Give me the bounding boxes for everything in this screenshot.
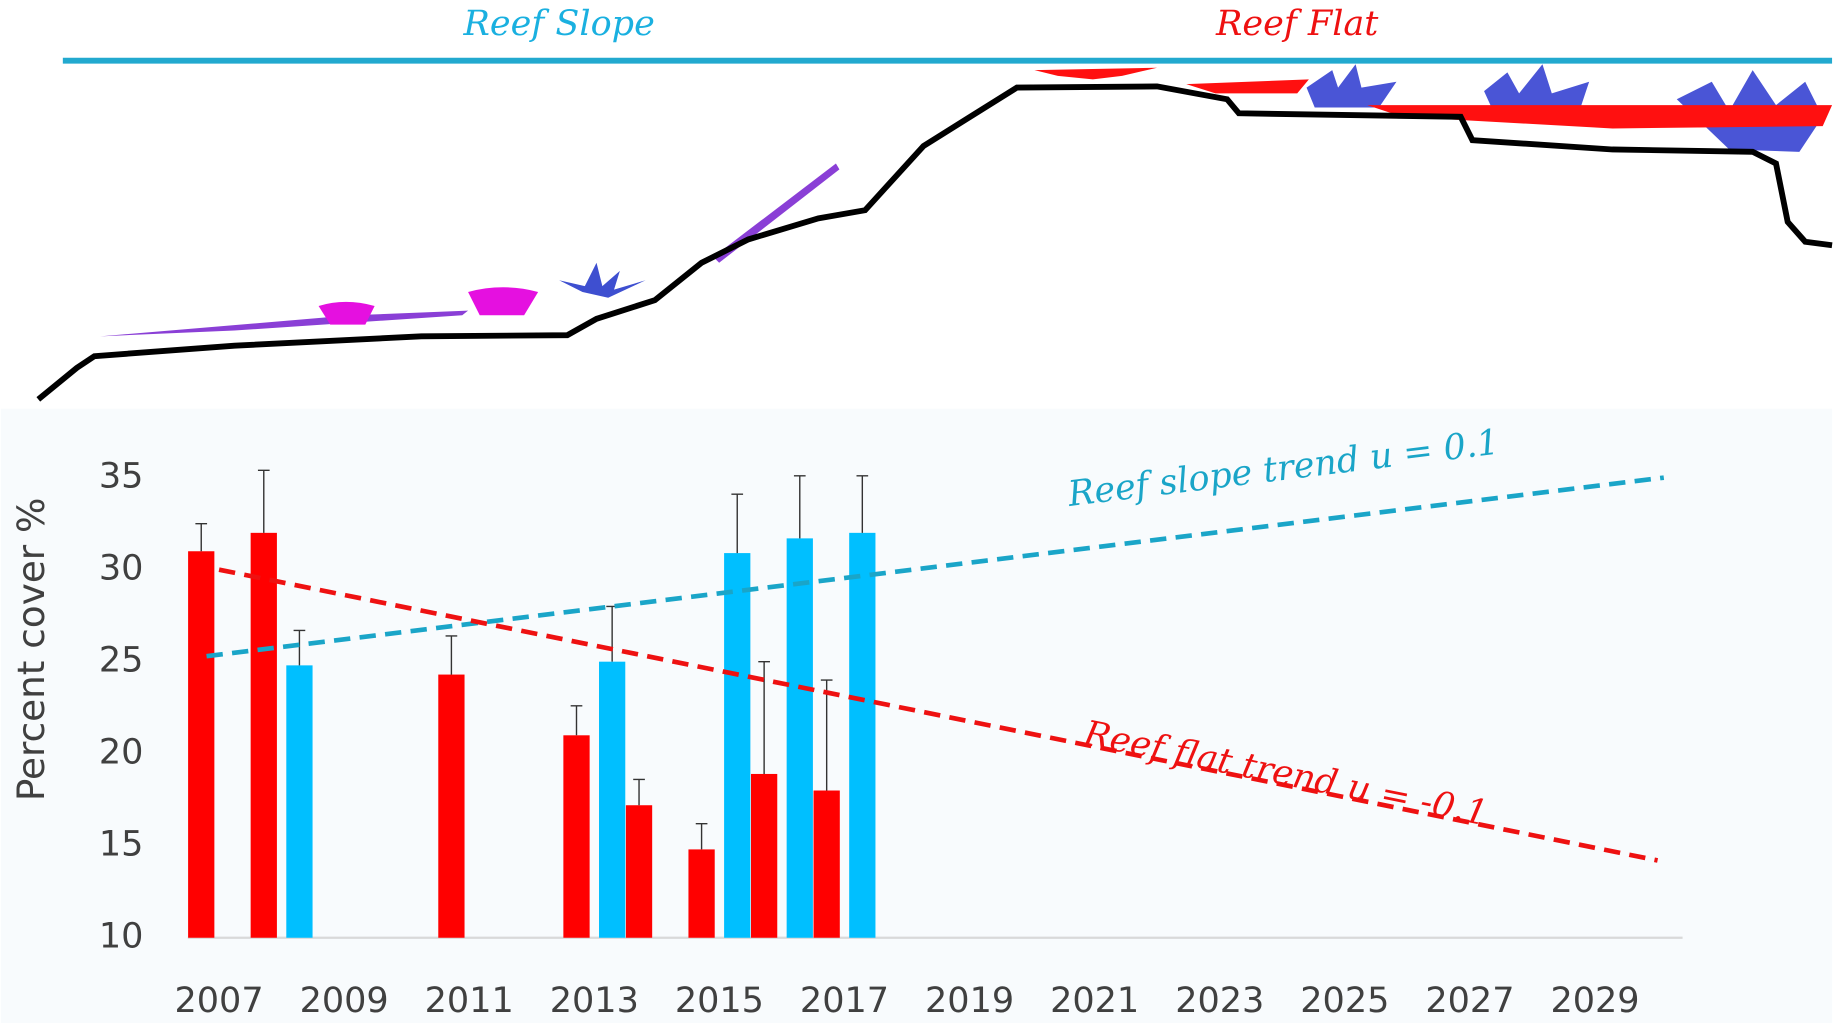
bar xyxy=(250,532,277,938)
x-tick-label: 2023 xyxy=(1175,980,1264,1021)
bar xyxy=(786,538,813,938)
reef-profile: Reef Slope Reef Flat xyxy=(36,3,1833,402)
error-bar xyxy=(695,822,708,850)
x-tick-label: 2009 xyxy=(300,980,389,1021)
error-bar xyxy=(293,629,306,666)
error-bar xyxy=(856,475,869,533)
bar xyxy=(286,665,313,938)
flat-coral xyxy=(1034,67,1833,129)
y-axis-label: Percent cover % xyxy=(9,497,53,801)
error-bar xyxy=(195,522,208,552)
bar xyxy=(599,661,626,938)
bar xyxy=(750,773,778,938)
bar xyxy=(688,849,715,938)
bar xyxy=(849,532,876,938)
bar xyxy=(813,790,840,938)
branching-coral xyxy=(559,262,646,298)
x-tick-label: 2021 xyxy=(1050,980,1139,1021)
error-bar xyxy=(257,469,270,533)
error-bar xyxy=(758,660,770,774)
bar xyxy=(724,553,751,938)
massive-coral xyxy=(318,287,539,325)
x-tick-label: 2011 xyxy=(425,980,514,1021)
error-bar xyxy=(820,679,833,791)
x-tick-label: 2019 xyxy=(925,980,1014,1021)
x-tick-label: 2013 xyxy=(550,980,639,1021)
bar xyxy=(188,551,215,938)
y-tick-label: 25 xyxy=(99,640,144,681)
trend-line xyxy=(218,567,1659,863)
x-tick-label: 2027 xyxy=(1425,980,1514,1021)
y-tick-label: 30 xyxy=(99,548,144,589)
zone-label: Reef Flat xyxy=(1215,3,1379,44)
zone-label: Reef Slope xyxy=(462,3,654,44)
trend-line xyxy=(206,475,1665,659)
error-bar xyxy=(445,635,458,675)
error-bar xyxy=(570,705,583,736)
x-tick-label: 2007 xyxy=(174,980,263,1021)
x-tick-label: 2025 xyxy=(1300,980,1389,1021)
x-tick-label: 2017 xyxy=(800,980,889,1021)
error-bar xyxy=(633,778,645,806)
y-tick-label: 15 xyxy=(99,824,144,865)
error-bar xyxy=(793,475,806,539)
x-tick-label: 2029 xyxy=(1550,980,1639,1021)
y-tick-label: 35 xyxy=(99,456,144,497)
bar xyxy=(625,805,653,938)
bar xyxy=(438,674,465,938)
bar xyxy=(563,735,590,938)
y-tick-label: 10 xyxy=(99,916,144,957)
error-bar xyxy=(731,493,744,554)
x-tick-label: 2015 xyxy=(675,980,764,1021)
reef-outline xyxy=(36,83,1833,402)
y-tick-label: 20 xyxy=(99,732,144,773)
